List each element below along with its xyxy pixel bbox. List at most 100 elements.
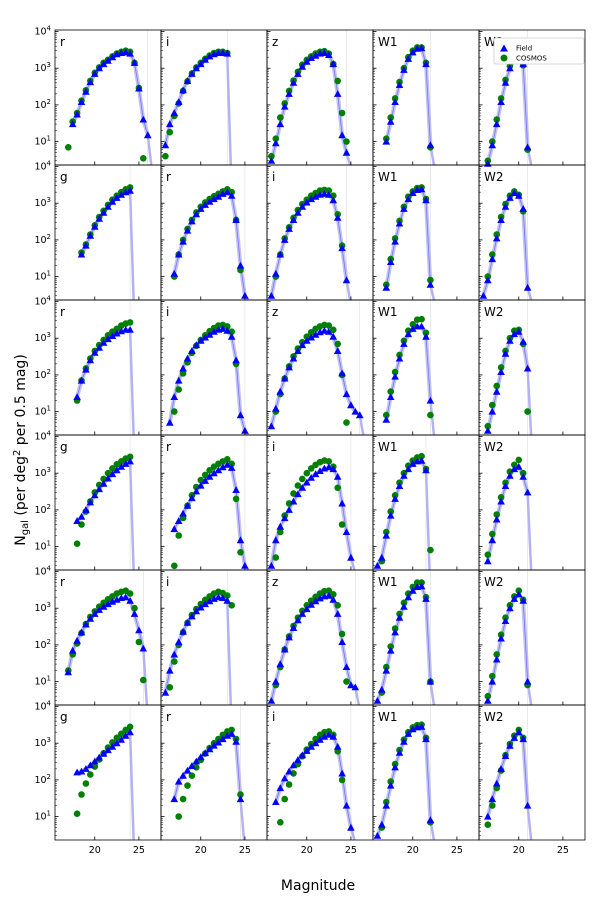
field-point [338, 244, 346, 252]
field-point [205, 473, 214, 480]
field-point [488, 536, 497, 544]
field-point [382, 283, 391, 291]
field-point [422, 735, 430, 743]
field-point [338, 131, 346, 139]
cosmos-point [484, 422, 492, 430]
field-point [523, 488, 532, 496]
cosmos-point [334, 77, 342, 85]
field-point [104, 746, 112, 754]
field-tail [128, 190, 135, 301]
field-point [523, 283, 532, 291]
field-point [223, 596, 232, 604]
y-tick-base: 10 [34, 137, 46, 148]
field-point [395, 613, 404, 621]
y-tick-exp: 1 [47, 135, 51, 143]
panel-6-2: r 20 25 [160, 704, 268, 856]
y-tick-base: 10 [34, 640, 46, 651]
field-point [325, 51, 333, 58]
y-tick-base: 10 [34, 812, 46, 823]
field-point [130, 610, 139, 617]
field-point [400, 602, 408, 610]
y-tick-exp: 1 [47, 405, 51, 413]
field-tail [526, 368, 533, 436]
panel-frame [266, 704, 374, 841]
field-point [188, 612, 196, 620]
field-point [276, 120, 285, 128]
y-tick-label: 103 [34, 601, 51, 614]
field-point [82, 765, 90, 772]
field-point [506, 337, 514, 344]
field-point [188, 70, 196, 77]
field-point [373, 562, 382, 569]
field-point [86, 614, 95, 622]
panel-frame [266, 164, 374, 301]
y-tick-base: 10 [34, 738, 46, 749]
field-point [316, 594, 324, 602]
field-point [347, 681, 355, 689]
field-point [91, 610, 99, 617]
field-point [91, 222, 99, 230]
field-point [139, 115, 148, 123]
field-point [497, 98, 505, 105]
cosmos-point [65, 144, 72, 151]
field-point [395, 354, 404, 362]
cosmos-point [228, 726, 235, 734]
cosmos-point [175, 386, 182, 393]
field-point [223, 49, 232, 57]
field-point [174, 777, 183, 785]
field-point [294, 70, 302, 77]
y-tick-base: 10 [34, 235, 46, 246]
panel-label: z [272, 35, 278, 49]
field-point [285, 767, 293, 775]
field-point [355, 411, 364, 419]
cosmos-point [409, 321, 417, 328]
field-point [280, 645, 289, 653]
field-point [382, 137, 391, 145]
field-point [347, 401, 355, 409]
field-point [91, 70, 99, 77]
y-tick-base: 10 [34, 198, 46, 209]
y-tick-label: 102 [34, 368, 51, 381]
cosmos-point [334, 602, 342, 609]
field-point [192, 210, 201, 218]
field-point [210, 741, 218, 749]
field-point [391, 763, 399, 771]
field-point [506, 472, 514, 479]
cosmos-point [307, 597, 315, 604]
panel-6-3: i 20 25 [266, 704, 374, 856]
y-tick-exp: 2 [47, 638, 51, 646]
field-point [108, 332, 117, 339]
panel-label: i [166, 35, 169, 49]
field-point [373, 697, 382, 704]
y-tick-base: 10 [34, 677, 46, 688]
field-point [117, 462, 125, 470]
cosmos-point [171, 408, 178, 415]
field-point [519, 473, 527, 480]
y-tick-label: 104 [34, 565, 51, 578]
field-point [338, 638, 346, 645]
panel-frame [478, 569, 586, 706]
field-point [95, 343, 103, 351]
panel-frame [478, 299, 586, 436]
field-point [333, 214, 342, 221]
field-point [391, 237, 399, 245]
field-point [272, 269, 280, 277]
cosmos-point [277, 528, 284, 536]
field-point [404, 195, 413, 203]
cosmos-point [219, 731, 227, 739]
field-point [267, 157, 276, 164]
y-tick-base: 10 [34, 27, 46, 38]
field-point [121, 731, 130, 739]
field-point [126, 49, 134, 57]
cosmos-point [224, 592, 231, 599]
field-point [484, 557, 492, 565]
field-point [422, 60, 430, 68]
panel-5-2: i [160, 569, 268, 706]
panel-frame [478, 434, 586, 571]
panel-3-5: W2 [478, 299, 586, 436]
field-point [484, 812, 492, 820]
cosmos-point [109, 465, 116, 472]
cosmos-point [515, 456, 523, 464]
y-tick-label: 102 [34, 773, 51, 786]
